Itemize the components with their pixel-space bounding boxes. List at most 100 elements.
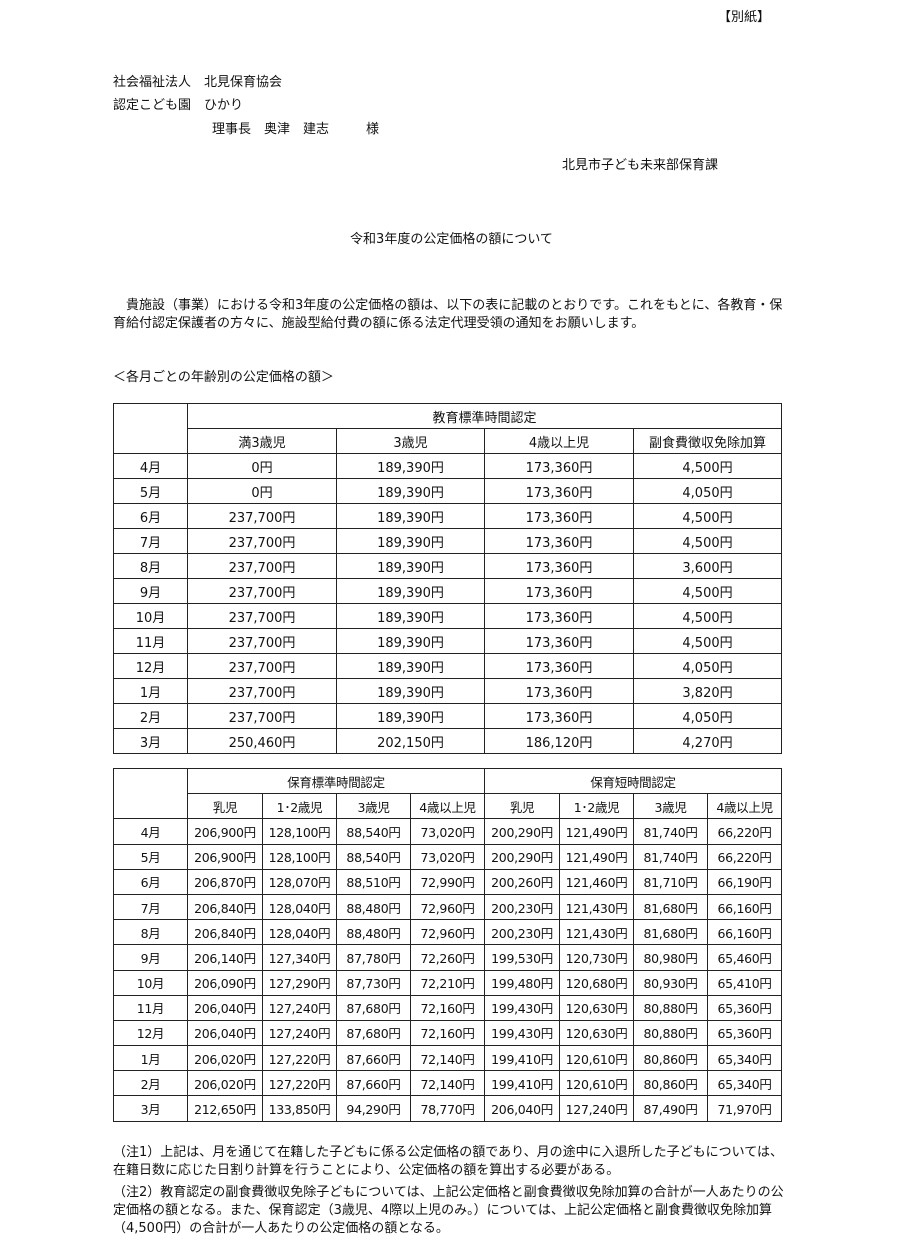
price-cell: 3,820円 bbox=[632, 678, 783, 704]
column-header: 副食費徴収免除加算 bbox=[632, 428, 783, 454]
price-cell: 173,360円 bbox=[484, 678, 634, 704]
price-cell: 200,230円 bbox=[484, 893, 561, 921]
price-cell: 189,390円 bbox=[336, 478, 485, 504]
price-cell: 80,880円 bbox=[633, 1019, 709, 1047]
price-cell: 127,240円 bbox=[559, 1095, 635, 1122]
price-cell: 0円 bbox=[187, 453, 337, 479]
table-row: 1月 237,700円 189,390円 173,360円 3,820円 bbox=[113, 678, 783, 704]
column-header: 3歳児 bbox=[336, 428, 485, 454]
page-title: 令和3年度の公定価格の額について bbox=[350, 232, 553, 247]
price-cell: 120,730円 bbox=[559, 944, 635, 971]
price-cell: 237,700円 bbox=[187, 628, 337, 654]
price-cell: 87,490円 bbox=[633, 1095, 709, 1122]
price-cell: 173,360円 bbox=[484, 478, 634, 504]
price-cell: 4,050円 bbox=[632, 703, 783, 729]
price-cell: 189,390円 bbox=[336, 603, 485, 629]
month-cell: 6月 bbox=[113, 503, 188, 529]
price-cell: 237,700円 bbox=[187, 603, 337, 629]
month-cell: 9月 bbox=[113, 944, 188, 971]
month-cell: 8月 bbox=[113, 553, 188, 579]
price-cell: 120,630円 bbox=[559, 1019, 635, 1047]
price-cell: 189,390円 bbox=[336, 553, 485, 579]
month-cell: 2月 bbox=[113, 1070, 188, 1097]
price-cell: 189,390円 bbox=[336, 653, 485, 679]
price-cell: 199,410円 bbox=[484, 1045, 561, 1072]
price-cell: 81,680円 bbox=[633, 919, 709, 946]
column-header: 乳児 bbox=[484, 793, 561, 820]
price-cell: 66,220円 bbox=[707, 843, 783, 870]
price-cell: 237,700円 bbox=[187, 678, 337, 704]
month-cell: 10月 bbox=[113, 969, 188, 996]
table-row: 5月 206,900円 128,100円 88,540円 73,020円 200,290円… bbox=[113, 843, 783, 870]
price-cell: 206,900円 bbox=[187, 843, 263, 870]
recipient-org: 社会福祉法人 北見保育協会 bbox=[113, 75, 283, 90]
price-cell: 72,140円 bbox=[409, 1070, 486, 1097]
table-row: 12月 206,040円 127,240円 87,680円 72,160円 199,430… bbox=[113, 1019, 783, 1047]
table-row: 11月 237,700円 189,390円 173,360円 4,500円 bbox=[113, 628, 783, 654]
price-cell: 65,340円 bbox=[707, 1045, 783, 1072]
price-cell: 202,150円 bbox=[336, 728, 485, 754]
body-text: 貴施設（事業）における令和3年度の公定価格の額は、以下の表に記載のとおりです。こ… bbox=[113, 298, 783, 331]
price-cell: 237,700円 bbox=[187, 503, 337, 529]
column-header: 4歳以上児 bbox=[484, 428, 634, 454]
month-cell: 8月 bbox=[113, 919, 188, 946]
month-cell: 11月 bbox=[113, 994, 188, 1021]
price-cell: 4,500円 bbox=[632, 578, 783, 604]
price-cell: 65,460円 bbox=[707, 944, 783, 971]
price-cell: 127,220円 bbox=[262, 1070, 337, 1097]
group-header: 教育標準時間認定 bbox=[186, 403, 783, 429]
price-cell: 189,390円 bbox=[336, 528, 485, 554]
price-cell: 72,140円 bbox=[409, 1045, 486, 1072]
price-cell: 94,290円 bbox=[336, 1095, 411, 1122]
table-row: 10月 206,090円 127,290円 87,730円 72,210円 199,480… bbox=[113, 969, 783, 996]
price-cell: 237,700円 bbox=[187, 553, 337, 579]
price-cell: 4,050円 bbox=[632, 653, 783, 679]
price-cell: 121,430円 bbox=[559, 919, 635, 946]
price-cell: 206,870円 bbox=[187, 868, 263, 895]
corner-cell bbox=[113, 767, 188, 820]
price-cell: 120,680円 bbox=[559, 969, 635, 996]
price-cell: 206,020円 bbox=[187, 1070, 263, 1097]
price-cell: 81,680円 bbox=[633, 893, 709, 921]
month-cell: 12月 bbox=[113, 653, 188, 679]
price-cell: 4,500円 bbox=[632, 628, 783, 654]
table-row: 11月 206,040円 127,240円 87,680円 72,160円 199,430… bbox=[113, 994, 783, 1021]
price-cell: 81,740円 bbox=[633, 843, 709, 870]
price-cell: 4,050円 bbox=[632, 478, 783, 504]
price-cell: 120,610円 bbox=[559, 1070, 635, 1097]
price-cell: 206,040円 bbox=[484, 1095, 561, 1122]
price-cell: 87,680円 bbox=[336, 1019, 411, 1047]
price-cell: 87,660円 bbox=[336, 1070, 411, 1097]
table-row: 4月 0円 189,390円 173,360円 4,500円 bbox=[113, 453, 783, 479]
price-cell: 80,930円 bbox=[633, 969, 709, 996]
price-cell: 186,120円 bbox=[484, 728, 634, 754]
price-cell: 121,430円 bbox=[559, 893, 635, 921]
column-header: 3歳児 bbox=[633, 793, 709, 820]
price-cell: 88,540円 bbox=[336, 843, 411, 870]
price-cell: 73,020円 bbox=[409, 818, 486, 845]
price-cell: 127,290円 bbox=[262, 969, 337, 996]
table-row: 8月 206,840円 128,040円 88,480円 72,960円 200,230円… bbox=[113, 919, 783, 946]
price-cell: 189,390円 bbox=[336, 503, 485, 529]
price-cell: 189,390円 bbox=[336, 578, 485, 604]
month-cell: 2月 bbox=[113, 703, 188, 729]
table-row: 12月 237,700円 189,390円 173,360円 4,050円 bbox=[113, 653, 783, 679]
childcare-price-table: 保育標準時間認定 保育短時間認定 乳児 1･2歳児 3歳児 4歳以上児 乳児 1･2歳児 3… bbox=[113, 767, 783, 1122]
price-cell: 128,040円 bbox=[262, 919, 337, 946]
table-row: 3月 212,650円 133,850円 94,290円 78,770円 206,040円… bbox=[113, 1095, 783, 1122]
price-cell: 80,880円 bbox=[633, 994, 709, 1021]
price-cell: 78,770円 bbox=[409, 1095, 486, 1122]
month-cell: 7月 bbox=[113, 893, 188, 921]
table-row: 8月 237,700円 189,390円 173,360円 3,600円 bbox=[113, 553, 783, 579]
price-cell: 81,710円 bbox=[633, 868, 709, 895]
table-row: 9月 237,700円 189,390円 173,360円 4,500円 bbox=[113, 578, 783, 604]
month-cell: 7月 bbox=[113, 528, 188, 554]
group-header-standard: 保育標準時間認定 bbox=[186, 767, 486, 795]
price-cell: 128,040円 bbox=[262, 893, 337, 921]
price-cell: 173,360円 bbox=[484, 553, 634, 579]
price-cell: 87,660円 bbox=[336, 1045, 411, 1072]
price-cell: 127,340円 bbox=[262, 944, 337, 971]
column-header: 4歳以上児 bbox=[707, 793, 783, 820]
price-cell: 4,500円 bbox=[632, 603, 783, 629]
price-cell: 173,360円 bbox=[484, 653, 634, 679]
